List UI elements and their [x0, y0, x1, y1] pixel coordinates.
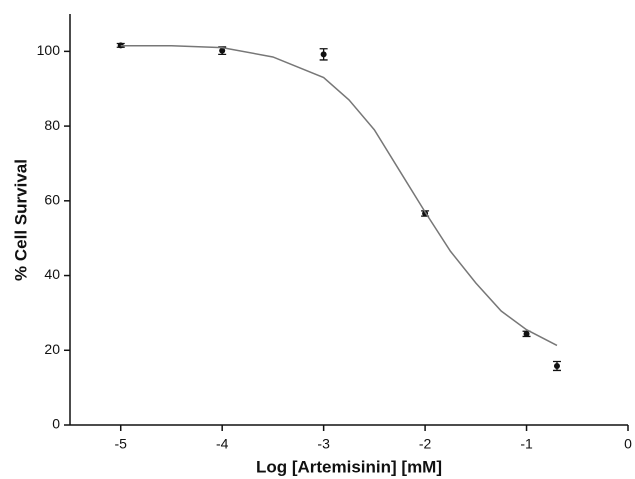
y-tick-label: 60 — [44, 192, 60, 208]
x-axis-title: Log [Artemisinin] [mM] — [256, 457, 442, 476]
data-point — [523, 330, 530, 337]
data-point — [553, 362, 560, 369]
data-point — [219, 47, 226, 54]
y-tick-label: 20 — [44, 341, 60, 357]
y-tick-label: 0 — [52, 416, 60, 432]
x-tick-label: -2 — [419, 436, 432, 452]
x-tick-label: 0 — [624, 436, 632, 452]
y-tick-label: 100 — [37, 42, 61, 58]
x-tick-label: -1 — [520, 436, 533, 452]
x-tick-label: -5 — [115, 436, 128, 452]
y-tick-label: 80 — [44, 117, 60, 133]
x-tick-label: -3 — [317, 436, 330, 452]
x-tick-label: -4 — [216, 436, 229, 452]
data-point — [320, 51, 327, 58]
y-axis-title: % Cell Survival — [11, 159, 30, 281]
y-tick-label: 40 — [44, 266, 60, 282]
fit-curve — [120, 45, 558, 347]
